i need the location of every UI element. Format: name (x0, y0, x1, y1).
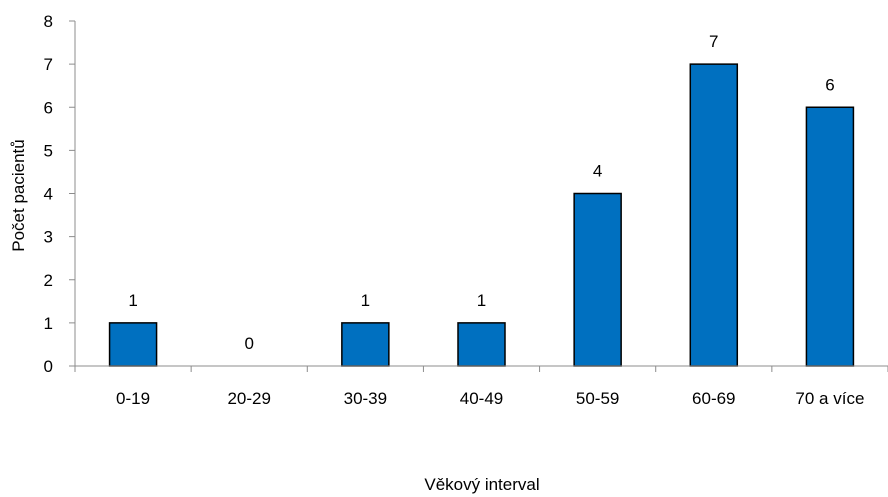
x-tick-label: 60-69 (692, 389, 735, 408)
data-label: 0 (244, 334, 253, 353)
y-tick-label: 8 (44, 12, 53, 31)
data-label: 1 (361, 291, 370, 310)
y-tick-label: 4 (44, 185, 53, 204)
x-tick-label: 70 a více (795, 389, 864, 408)
y-tick-label: 3 (44, 228, 53, 247)
y-tick-label: 1 (44, 314, 53, 333)
bar-series (108, 63, 855, 367)
x-tick-label: 50-59 (576, 389, 619, 408)
bar (341, 322, 390, 367)
x-tick-label: 40-49 (460, 389, 503, 408)
y-tick-label: 6 (44, 98, 53, 117)
x-tick-label: 20-29 (227, 389, 270, 408)
y-tick-label: 2 (44, 271, 53, 290)
data-label: 4 (593, 162, 602, 181)
data-label: 7 (709, 32, 718, 51)
data-label: 1 (128, 291, 137, 310)
bar (457, 322, 506, 367)
y-tick-label: 7 (44, 55, 53, 74)
y-axis-ticks: 0 1 2 3 4 5 6 7 8 (44, 12, 75, 376)
data-labels: 1 0 1 1 4 7 6 (128, 32, 834, 353)
y-tick-label: 0 (44, 357, 53, 376)
x-axis-ticks: 0-19 20-29 30-39 40-49 50-59 60-69 70 a více (74, 366, 888, 408)
x-tick-label: 0-19 (116, 389, 150, 408)
y-axis-title: Počet pacientů (9, 139, 28, 251)
y-tick-label: 5 (44, 141, 53, 160)
bar (573, 192, 622, 367)
bar (108, 322, 158, 367)
plot-area: 0 1 2 3 4 5 6 7 8 0-19 20-29 30-39 40-49 50-59 60-69 7… (44, 12, 888, 408)
data-label: 6 (825, 75, 834, 94)
bar (805, 106, 855, 367)
data-label: 1 (477, 291, 486, 310)
x-tick-label: 30-39 (344, 389, 387, 408)
x-axis-title: Věkový interval (424, 475, 539, 494)
bar (689, 63, 739, 367)
